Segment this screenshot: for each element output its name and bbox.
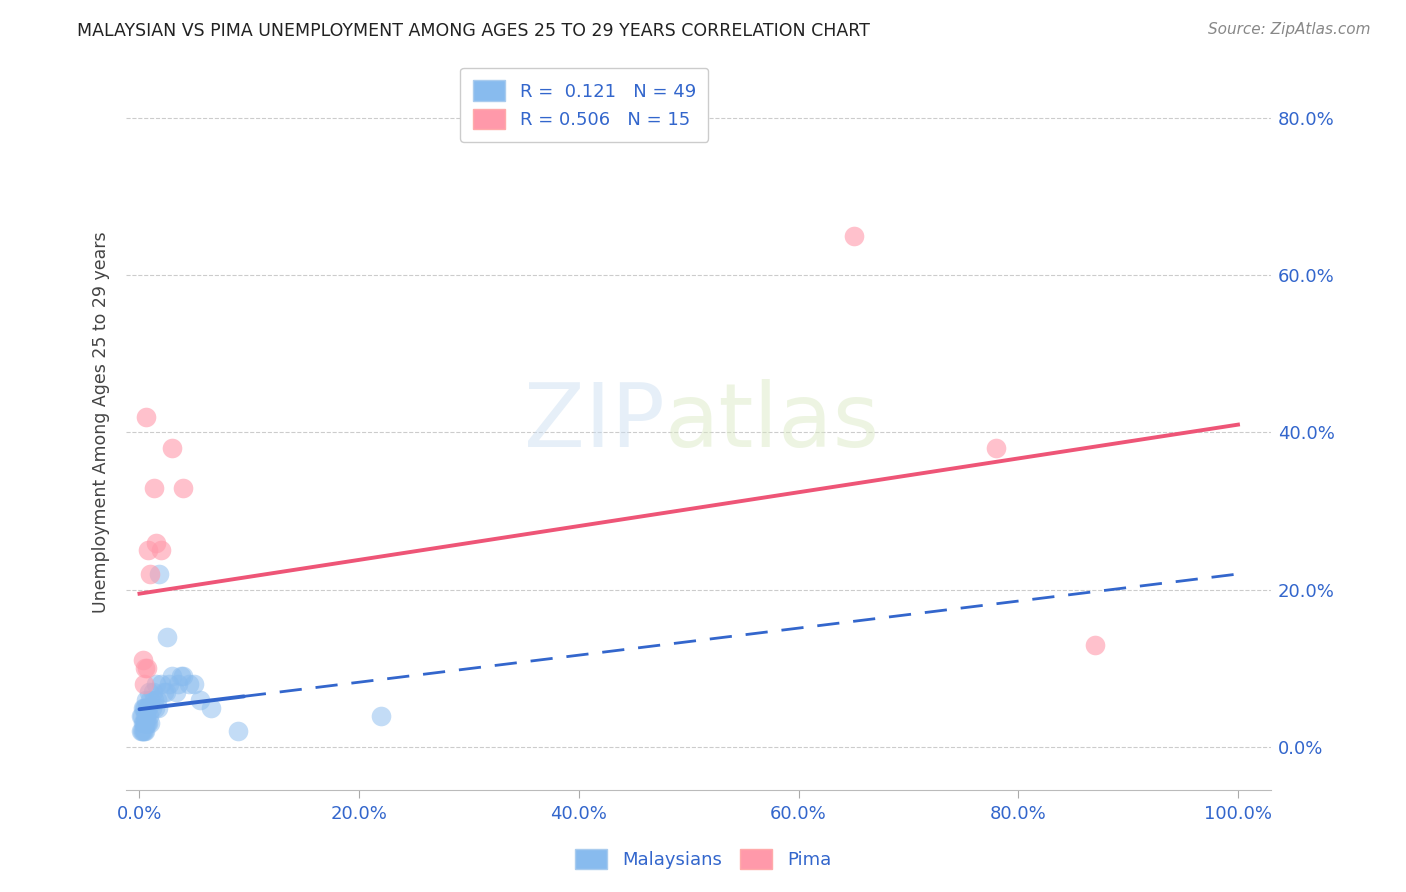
Legend: Malaysians, Pima: Malaysians, Pima <box>567 839 839 879</box>
Point <box>172 481 194 495</box>
Point <box>134 700 156 714</box>
Point <box>139 716 162 731</box>
Point <box>136 716 159 731</box>
Point <box>370 708 392 723</box>
Point <box>177 677 200 691</box>
Point <box>136 716 159 731</box>
Point <box>165 685 187 699</box>
Point <box>132 716 155 731</box>
Point <box>132 653 155 667</box>
Point <box>134 708 156 723</box>
Point <box>129 724 152 739</box>
Point <box>135 708 157 723</box>
Point <box>142 693 165 707</box>
Point <box>142 685 165 699</box>
Text: ZIP: ZIP <box>523 379 664 467</box>
Point <box>132 700 155 714</box>
Y-axis label: Unemployment Among Ages 25 to 29 years: Unemployment Among Ages 25 to 29 years <box>93 232 110 614</box>
Point <box>162 669 184 683</box>
Point <box>842 229 865 244</box>
Text: Source: ZipAtlas.com: Source: ZipAtlas.com <box>1208 22 1371 37</box>
Point <box>131 708 153 723</box>
Point <box>129 708 152 723</box>
Point <box>135 716 157 731</box>
Point <box>139 693 162 707</box>
Point <box>986 441 1008 455</box>
Point <box>146 693 169 707</box>
Point <box>134 724 156 739</box>
Point <box>228 724 250 739</box>
Point <box>132 700 155 714</box>
Point <box>172 669 194 683</box>
Point <box>146 700 169 714</box>
Point <box>183 677 205 691</box>
Legend: R =  0.121   N = 49, R = 0.506   N = 15: R = 0.121 N = 49, R = 0.506 N = 15 <box>460 68 709 142</box>
Point <box>136 661 159 675</box>
Text: MALAYSIAN VS PIMA UNEMPLOYMENT AMONG AGES 25 TO 29 YEARS CORRELATION CHART: MALAYSIAN VS PIMA UNEMPLOYMENT AMONG AGE… <box>77 22 870 40</box>
Point <box>132 724 155 739</box>
Point <box>167 677 190 691</box>
Point <box>141 700 163 714</box>
Point <box>132 724 155 739</box>
Point <box>150 543 173 558</box>
Point <box>162 441 184 455</box>
Point <box>157 677 180 691</box>
Point <box>136 700 159 714</box>
Point <box>145 677 167 691</box>
Point <box>138 708 160 723</box>
Point <box>142 481 165 495</box>
Point <box>139 567 162 582</box>
Point <box>145 535 167 549</box>
Point <box>170 669 193 683</box>
Point <box>134 661 156 675</box>
Point <box>152 685 174 699</box>
Point <box>136 700 159 714</box>
Point <box>135 693 157 707</box>
Point <box>143 700 166 714</box>
Point <box>156 630 179 644</box>
Point <box>148 567 170 582</box>
Point <box>150 677 173 691</box>
Point <box>155 685 177 699</box>
Point <box>135 409 157 424</box>
Point <box>132 716 155 731</box>
Point <box>1084 638 1107 652</box>
Point <box>200 700 222 714</box>
Point <box>188 693 211 707</box>
Point <box>138 685 160 699</box>
Point <box>131 724 153 739</box>
Point <box>132 677 155 691</box>
Point <box>134 716 156 731</box>
Text: atlas: atlas <box>664 379 879 467</box>
Point <box>136 543 159 558</box>
